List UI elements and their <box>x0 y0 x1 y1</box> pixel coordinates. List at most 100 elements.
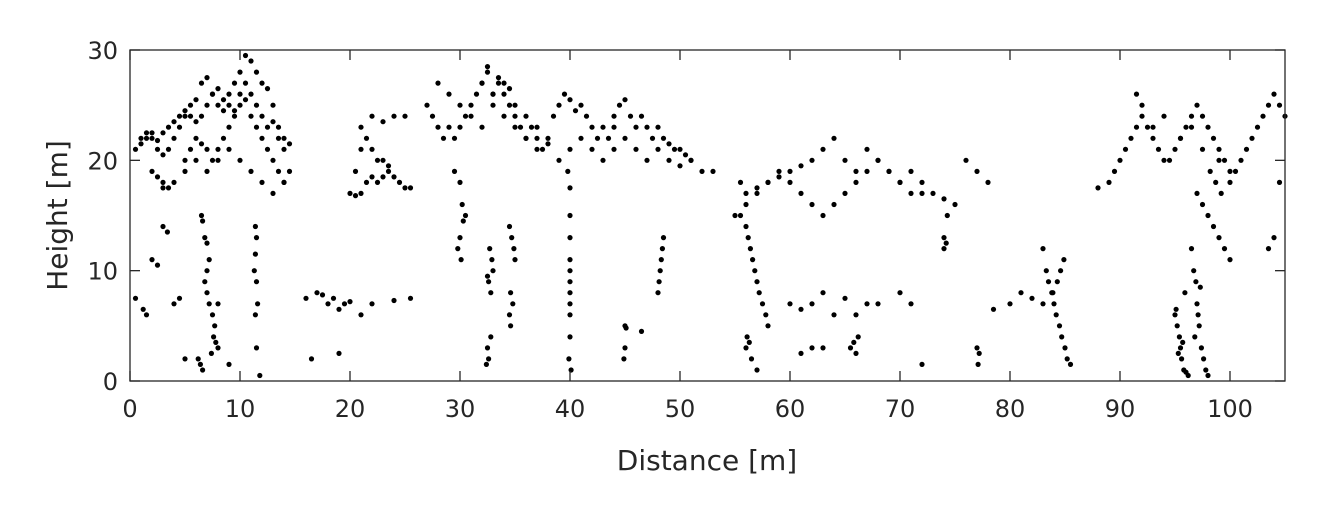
data-point <box>380 119 386 125</box>
data-point <box>206 257 212 263</box>
data-point <box>745 235 751 241</box>
data-point <box>1201 356 1207 362</box>
data-point <box>259 135 265 141</box>
data-point <box>1232 168 1239 174</box>
data-point <box>622 345 628 351</box>
data-point <box>264 86 271 92</box>
data-point <box>798 163 804 169</box>
data-point <box>212 323 218 329</box>
data-point <box>677 163 683 169</box>
data-point <box>213 339 219 345</box>
data-point <box>160 179 166 185</box>
data-point <box>253 69 260 75</box>
data-point <box>1205 372 1211 379</box>
data-point <box>1133 124 1140 130</box>
data-point <box>1191 268 1197 274</box>
data-point <box>193 157 199 163</box>
data-point <box>226 91 232 97</box>
data-point <box>275 124 282 130</box>
data-point <box>1216 157 1222 163</box>
data-point <box>611 113 617 119</box>
data-point <box>325 301 331 307</box>
data-point <box>140 306 146 312</box>
data-point <box>567 268 573 274</box>
data-point <box>204 240 210 246</box>
data-point <box>182 356 188 362</box>
data-point <box>193 97 199 103</box>
data-point <box>176 113 183 119</box>
data-point <box>633 124 639 130</box>
y-tick-label: 20 <box>87 147 118 175</box>
data-point <box>649 135 656 141</box>
data-point <box>941 235 947 241</box>
data-point <box>1221 157 1228 163</box>
data-point <box>567 257 573 263</box>
data-point <box>1177 345 1184 351</box>
data-point <box>671 146 678 152</box>
data-point <box>455 246 461 252</box>
data-point <box>270 190 276 196</box>
data-point <box>1056 323 1063 329</box>
data-point <box>655 290 661 296</box>
data-point <box>809 345 815 351</box>
data-point <box>358 190 364 196</box>
y-tick-label: 10 <box>87 258 118 286</box>
data-point <box>1106 179 1112 185</box>
data-point <box>160 185 166 191</box>
data-point <box>1210 135 1217 141</box>
data-point <box>252 251 258 257</box>
data-point <box>1199 113 1206 119</box>
data-point <box>303 295 309 301</box>
data-point <box>1150 124 1156 130</box>
data-point <box>1188 113 1195 119</box>
data-point <box>215 345 221 351</box>
data-point <box>1203 367 1209 373</box>
data-point <box>1144 124 1151 130</box>
data-point <box>248 168 254 174</box>
data-point <box>908 301 914 307</box>
data-point <box>710 168 716 174</box>
data-point <box>1271 235 1277 241</box>
data-point <box>237 69 243 75</box>
data-point <box>451 168 458 174</box>
data-point <box>248 91 254 97</box>
data-point <box>611 146 617 152</box>
data-point <box>495 75 502 81</box>
data-point <box>1205 212 1211 219</box>
data-point <box>974 345 980 351</box>
data-point <box>787 179 793 185</box>
data-point <box>622 97 628 103</box>
data-point <box>182 113 188 119</box>
data-point <box>1150 135 1156 141</box>
data-point <box>440 135 447 141</box>
data-point <box>204 290 210 296</box>
data-point <box>460 218 466 224</box>
x-axis: 0 10 20 30 40 50 60 70 80 90 100 <box>122 50 1253 423</box>
data-point <box>990 306 997 312</box>
data-point <box>468 113 474 119</box>
data-point <box>308 356 315 362</box>
data-point <box>193 135 199 141</box>
data-point <box>391 297 397 304</box>
data-point <box>226 124 232 130</box>
data-point <box>566 356 572 362</box>
data-point <box>1122 146 1129 152</box>
data-point <box>253 124 260 130</box>
data-point <box>743 190 749 196</box>
data-point <box>143 312 150 318</box>
data-point <box>853 168 859 174</box>
data-point <box>567 235 573 241</box>
data-point <box>1249 135 1255 141</box>
data-point <box>1040 246 1046 252</box>
data-point <box>638 328 645 334</box>
data-point <box>457 179 463 185</box>
data-point <box>864 301 870 307</box>
data-point <box>253 102 260 108</box>
data-point <box>1139 102 1145 108</box>
data-point <box>164 229 170 235</box>
data-point <box>1196 323 1202 329</box>
x-tick-label: 60 <box>775 395 806 423</box>
data-point <box>798 306 804 312</box>
data-point <box>154 262 161 268</box>
